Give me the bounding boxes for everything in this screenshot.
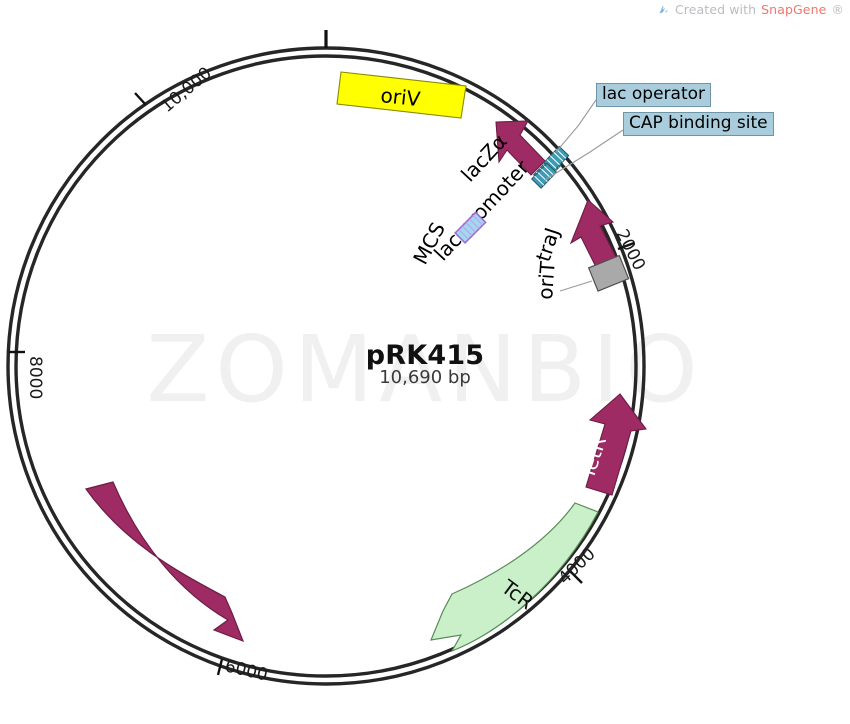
leader-line-oriT bbox=[559, 280, 593, 292]
leader-line-lac-operator bbox=[555, 99, 597, 153]
callout-cap-binding-site[interactable]: CAP binding site bbox=[623, 112, 774, 137]
tick-label-6000: 6000 bbox=[223, 656, 270, 685]
feature-cap-binding-site-shape[interactable] bbox=[530, 162, 558, 189]
MCS-stripes bbox=[458, 214, 484, 240]
lac-operator-stripes bbox=[546, 149, 567, 169]
feature-oriT[interactable]: oriT bbox=[533, 254, 630, 301]
tick-2000 bbox=[617, 241, 635, 251]
tick-4000 bbox=[569, 570, 583, 584]
feature-TcR-shape[interactable] bbox=[430, 502, 599, 653]
credit-brand-suffix: ® bbox=[831, 2, 844, 17]
credit-prefix: Created with bbox=[674, 2, 757, 17]
feature-oriV[interactable]: oriV bbox=[336, 71, 467, 119]
snapgene-logo-icon bbox=[657, 3, 670, 16]
leader-line-cap-binding-site bbox=[544, 129, 624, 181]
feature-trfA-shape[interactable] bbox=[85, 481, 245, 643]
credit-brand-snap: SnapGene bbox=[761, 2, 827, 17]
feature-traJ-label: traJ bbox=[531, 225, 564, 265]
feature-TetR[interactable]: TetR bbox=[575, 393, 647, 496]
feature-trfA[interactable]: trfA bbox=[85, 481, 245, 643]
snapgene-credit: Created with SnapGene ® bbox=[657, 2, 844, 17]
feature-trfA-label: trfA bbox=[124, 548, 165, 592]
feature-TetR-shape[interactable] bbox=[585, 393, 647, 496]
feature-lac-operator[interactable] bbox=[543, 99, 597, 173]
feature-oriV-label: oriV bbox=[379, 83, 421, 111]
feature-oriV-shape[interactable] bbox=[336, 71, 467, 119]
feature-oriT-label: oriT bbox=[533, 260, 560, 301]
feature-oriT-shape[interactable] bbox=[587, 254, 630, 292]
callout-lac-operator[interactable]: lac operator bbox=[596, 83, 712, 108]
feature-lacZalpha-shape[interactable] bbox=[495, 120, 546, 176]
tick-10000 bbox=[134, 92, 147, 106]
tick-label-8000: 8000 bbox=[25, 356, 45, 399]
tick-6000 bbox=[216, 658, 224, 676]
plasmid-backbone bbox=[6, 46, 646, 686]
feature-cap-binding-site[interactable] bbox=[530, 129, 624, 189]
